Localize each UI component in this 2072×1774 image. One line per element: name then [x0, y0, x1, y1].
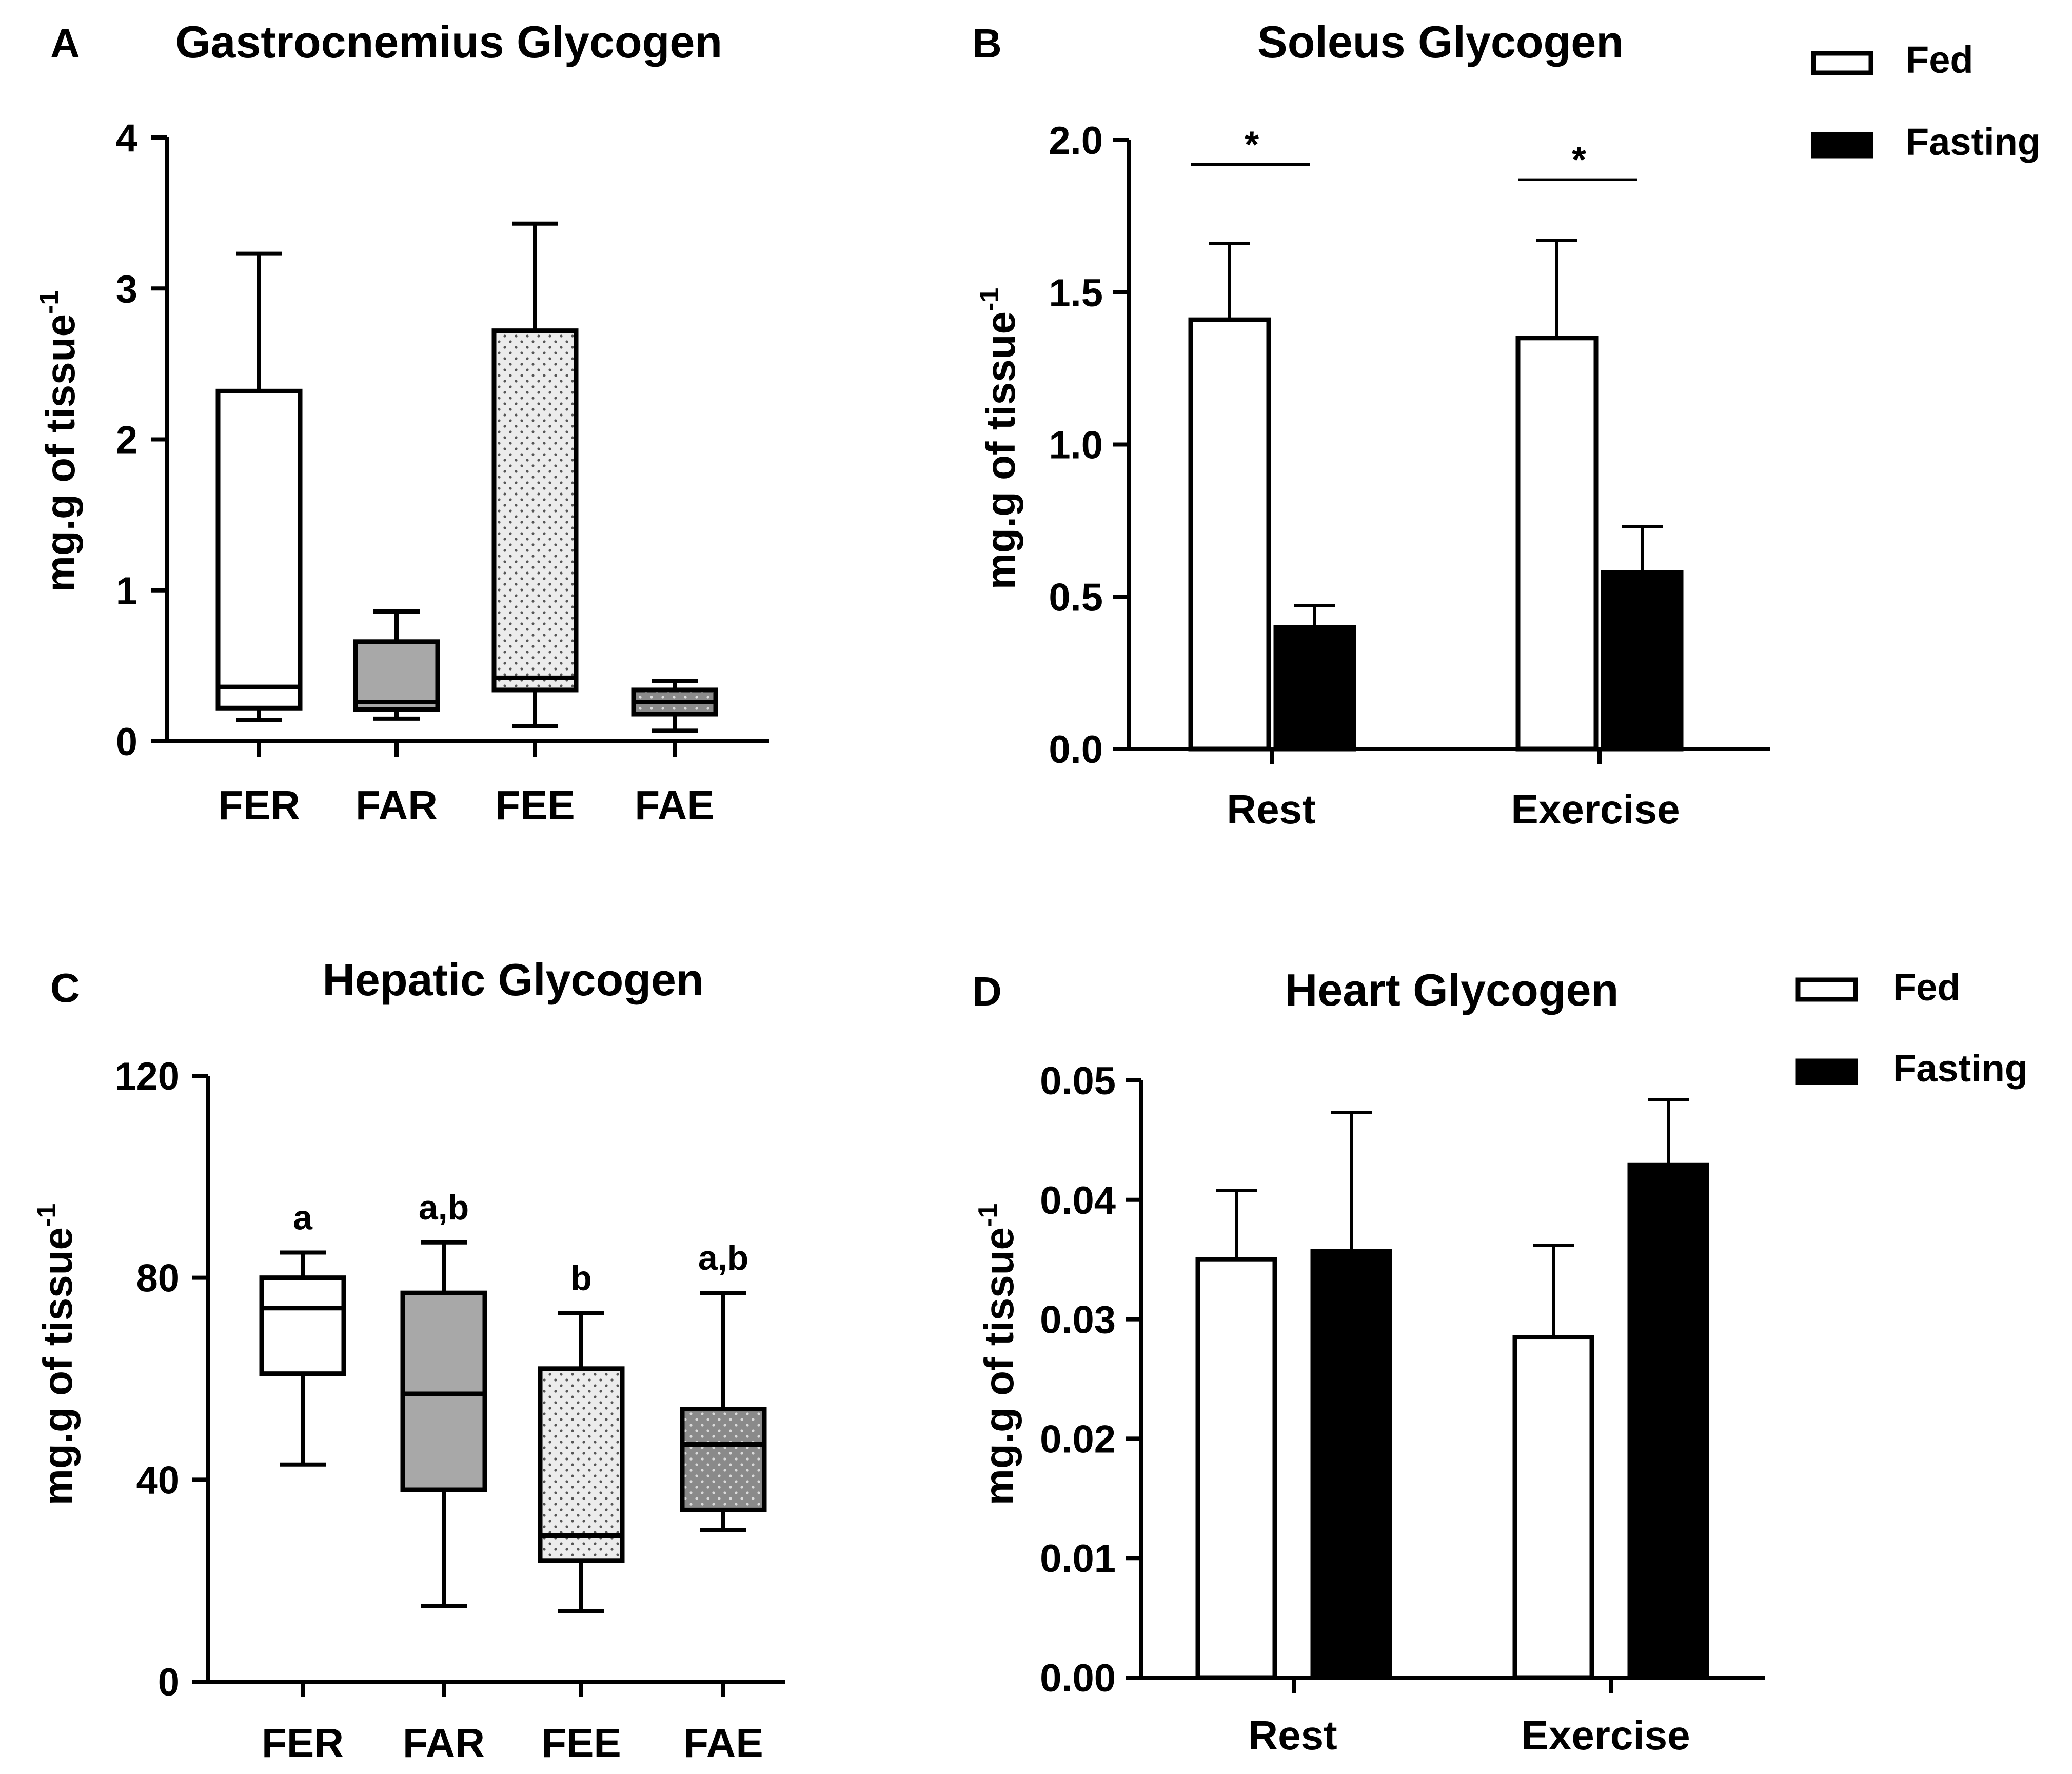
chart-title-d: Heart Glycogen — [1285, 964, 1619, 1015]
significance-letter-C: a,b — [698, 1238, 748, 1277]
x-tick-label-D: Exercise — [1521, 1712, 1690, 1758]
x-tick-label-C: FAE — [683, 1720, 763, 1766]
significance-letter-C: b — [570, 1259, 592, 1298]
y-axis-label-a: mg.g of tissue-1 — [34, 290, 83, 593]
y-axis-label-c: mg.g of tissue-1 — [32, 1204, 81, 1506]
legend-label-fasting-b: Fasting — [1906, 121, 2041, 163]
box-far-C — [400, 1290, 487, 1492]
box-fae-C — [680, 1407, 767, 1512]
y-tick-label-D: 0.04 — [1040, 1179, 1116, 1223]
x-tick-label-A: FAR — [356, 782, 438, 828]
chart-title-b: Soleus Glycogen — [1257, 16, 1624, 67]
y-tick-label-B: 2.0 — [1049, 119, 1103, 163]
y-tick-label-A: 2 — [116, 419, 137, 462]
y-tick-label-D: 0.05 — [1040, 1059, 1116, 1103]
y-tick-label-B: 1.0 — [1049, 424, 1103, 467]
legend-swatch-fasting-d — [1795, 1058, 1858, 1085]
y-tick-label-D: 0.03 — [1040, 1298, 1116, 1342]
box-fer-C — [259, 1275, 346, 1376]
y-tick-label-D: 0.01 — [1040, 1537, 1116, 1581]
x-tick-label-C: FAR — [403, 1720, 485, 1766]
panel-c: C Hepatic Glycogen mg.g of tissue-1 0 40 8… — [32, 954, 785, 1766]
legend-label-fed-d: Fed — [1893, 966, 1961, 1009]
plot-area-d: 0.00 0.01 0.02 0.03 0.04 0.05 Rest Exercise — [1040, 1059, 1765, 1758]
y-tick-label-A: 1 — [116, 569, 137, 613]
legend-swatch-fasting-b — [1811, 132, 1873, 159]
significance-star-B: * — [1572, 140, 1586, 181]
bar-fed-exercise-B — [1515, 336, 1599, 752]
x-tick-label-C: FEE — [541, 1720, 621, 1766]
x-tick-label-A: FEE — [495, 782, 575, 828]
plot-area-b: 0.0 0.5 1.0 1.5 2.0 Rest Exercise * * — [1049, 119, 1770, 832]
legend-swatch-fed-b — [1811, 51, 1873, 75]
bar-fasting-rest-B — [1273, 625, 1356, 752]
chart-title-c: Hepatic Glycogen — [322, 954, 703, 1005]
y-tick-label-A: 3 — [116, 267, 137, 311]
panel-label-b: B — [972, 21, 1002, 66]
y-tick-label-A: 4 — [116, 116, 137, 160]
x-tick-label-B: Exercise — [1511, 786, 1680, 832]
panel-label-d: D — [972, 969, 1002, 1014]
y-tick-label-D: 0.02 — [1040, 1417, 1116, 1461]
significance-letter-C: a — [293, 1198, 313, 1237]
box-fer-A — [215, 388, 303, 711]
plot-area-a: 0 1 2 3 4 FER FAR FEE FAE — [116, 116, 769, 828]
significance-letter-C: a,b — [419, 1188, 469, 1227]
y-tick-label-B: 1.5 — [1049, 271, 1103, 315]
bar-fasting-exercise-B — [1601, 570, 1684, 752]
significance-star-B: * — [1245, 124, 1259, 165]
y-tick-label-C: 80 — [136, 1257, 180, 1300]
legend-b: Fed Fasting — [1811, 38, 2041, 163]
y-tick-label-C: 40 — [136, 1458, 180, 1502]
legend-d: Fed Fasting — [1795, 966, 2028, 1090]
panel-d: D Heart Glycogen mg.g of tissue-1 0.000.… — [972, 964, 2028, 1758]
legend-label-fed-b: Fed — [1906, 38, 1974, 81]
y-tick-label-B: 0.0 — [1049, 728, 1103, 772]
box-fee-C — [538, 1366, 625, 1563]
bar-fed-rest-B — [1188, 317, 1271, 752]
y-tick-label-C: 120 — [114, 1055, 180, 1098]
chart-title-a: Gastrocnemius Glycogen — [175, 16, 722, 67]
legend-label-fasting-d: Fasting — [1893, 1047, 2028, 1090]
bar-fasting-exercise-D — [1627, 1162, 1709, 1680]
y-tick-label-C: 0 — [158, 1661, 180, 1704]
x-tick-label-D: Rest — [1248, 1712, 1337, 1758]
panel-a: A Gastrocnemius Glycogen mg.g of tissue-… — [34, 16, 769, 828]
y-axis-label-b: mg.g of tissue-1 — [975, 288, 1023, 590]
bar-fed-rest-D — [1195, 1257, 1277, 1680]
y-axis-label-d: mg.g of tissue-1 — [973, 1204, 1022, 1506]
plot-area-c: 0 40 80 120 FER a FAR a,b FEE b FAE a,b — [114, 1055, 785, 1766]
y-tick-label-B: 0.5 — [1049, 576, 1103, 619]
x-tick-label-A: FAE — [635, 782, 715, 828]
bar-fasting-rest-D — [1310, 1249, 1392, 1680]
y-tick-label-A: 0 — [116, 720, 137, 764]
y-tick-label-D: 0.00 — [1040, 1657, 1116, 1700]
x-tick-label-C: FER — [262, 1720, 344, 1766]
legend-swatch-fed-d — [1795, 977, 1858, 1002]
box-far-A — [353, 639, 440, 712]
panel-label-c: C — [50, 965, 80, 1011]
panel-label-a: A — [50, 21, 80, 66]
x-tick-label-B: Rest — [1227, 786, 1315, 832]
panel-b: B Soleus Glycogen mg.g of tissue-1 0.00.… — [972, 16, 2041, 832]
x-tick-label-A: FER — [218, 782, 300, 828]
bar-fed-exercise-D — [1512, 1335, 1594, 1680]
box-fee-A — [491, 328, 579, 693]
